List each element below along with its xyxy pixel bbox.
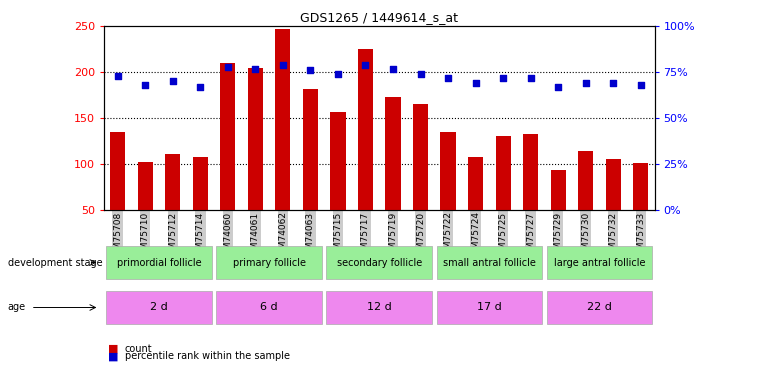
Text: ■: ■ bbox=[108, 344, 119, 354]
Point bbox=[414, 71, 427, 77]
Bar bbox=[551, 171, 566, 210]
Point bbox=[166, 78, 179, 84]
Bar bbox=[276, 29, 290, 210]
Point bbox=[497, 75, 509, 81]
Text: large antral follicle: large antral follicle bbox=[554, 258, 645, 267]
Bar bbox=[578, 151, 593, 210]
Point bbox=[276, 62, 289, 68]
Text: 6 d: 6 d bbox=[260, 303, 278, 312]
Bar bbox=[166, 154, 180, 210]
Bar bbox=[496, 136, 511, 210]
Bar bbox=[138, 162, 152, 210]
Text: development stage: development stage bbox=[8, 258, 102, 267]
Point bbox=[332, 71, 344, 77]
Bar bbox=[110, 132, 126, 210]
Bar bbox=[386, 97, 400, 210]
Text: percentile rank within the sample: percentile rank within the sample bbox=[125, 351, 290, 361]
Bar bbox=[192, 157, 208, 210]
Point bbox=[360, 62, 372, 68]
Bar bbox=[633, 163, 648, 210]
Text: 22 d: 22 d bbox=[587, 303, 612, 312]
Bar bbox=[358, 49, 373, 210]
Bar bbox=[440, 132, 456, 210]
Bar bbox=[606, 159, 621, 210]
Bar bbox=[303, 89, 318, 210]
Point bbox=[580, 80, 592, 86]
Text: secondary follicle: secondary follicle bbox=[336, 258, 422, 267]
Point bbox=[304, 68, 316, 74]
Point bbox=[112, 73, 124, 79]
Text: 2 d: 2 d bbox=[150, 303, 168, 312]
Point bbox=[634, 82, 647, 88]
Bar bbox=[330, 112, 346, 210]
Text: primordial follicle: primordial follicle bbox=[117, 258, 201, 267]
Bar bbox=[468, 157, 483, 210]
Title: GDS1265 / 1449614_s_at: GDS1265 / 1449614_s_at bbox=[300, 11, 458, 24]
Bar bbox=[413, 104, 428, 210]
Text: primary follicle: primary follicle bbox=[233, 258, 306, 267]
Point bbox=[194, 84, 206, 90]
Text: ■: ■ bbox=[108, 351, 119, 361]
Point bbox=[442, 75, 454, 81]
Bar bbox=[523, 134, 538, 210]
Point bbox=[470, 80, 482, 86]
Text: 12 d: 12 d bbox=[367, 303, 392, 312]
Point bbox=[607, 80, 619, 86]
Point bbox=[139, 82, 152, 88]
Point bbox=[387, 66, 399, 72]
Point bbox=[552, 84, 564, 90]
Text: small antral follicle: small antral follicle bbox=[443, 258, 536, 267]
Point bbox=[524, 75, 537, 81]
Text: 17 d: 17 d bbox=[477, 303, 502, 312]
Text: age: age bbox=[8, 303, 26, 312]
Text: count: count bbox=[125, 344, 152, 354]
Point bbox=[249, 66, 262, 72]
Point bbox=[222, 64, 234, 70]
Bar bbox=[248, 68, 263, 210]
Bar bbox=[220, 63, 236, 210]
